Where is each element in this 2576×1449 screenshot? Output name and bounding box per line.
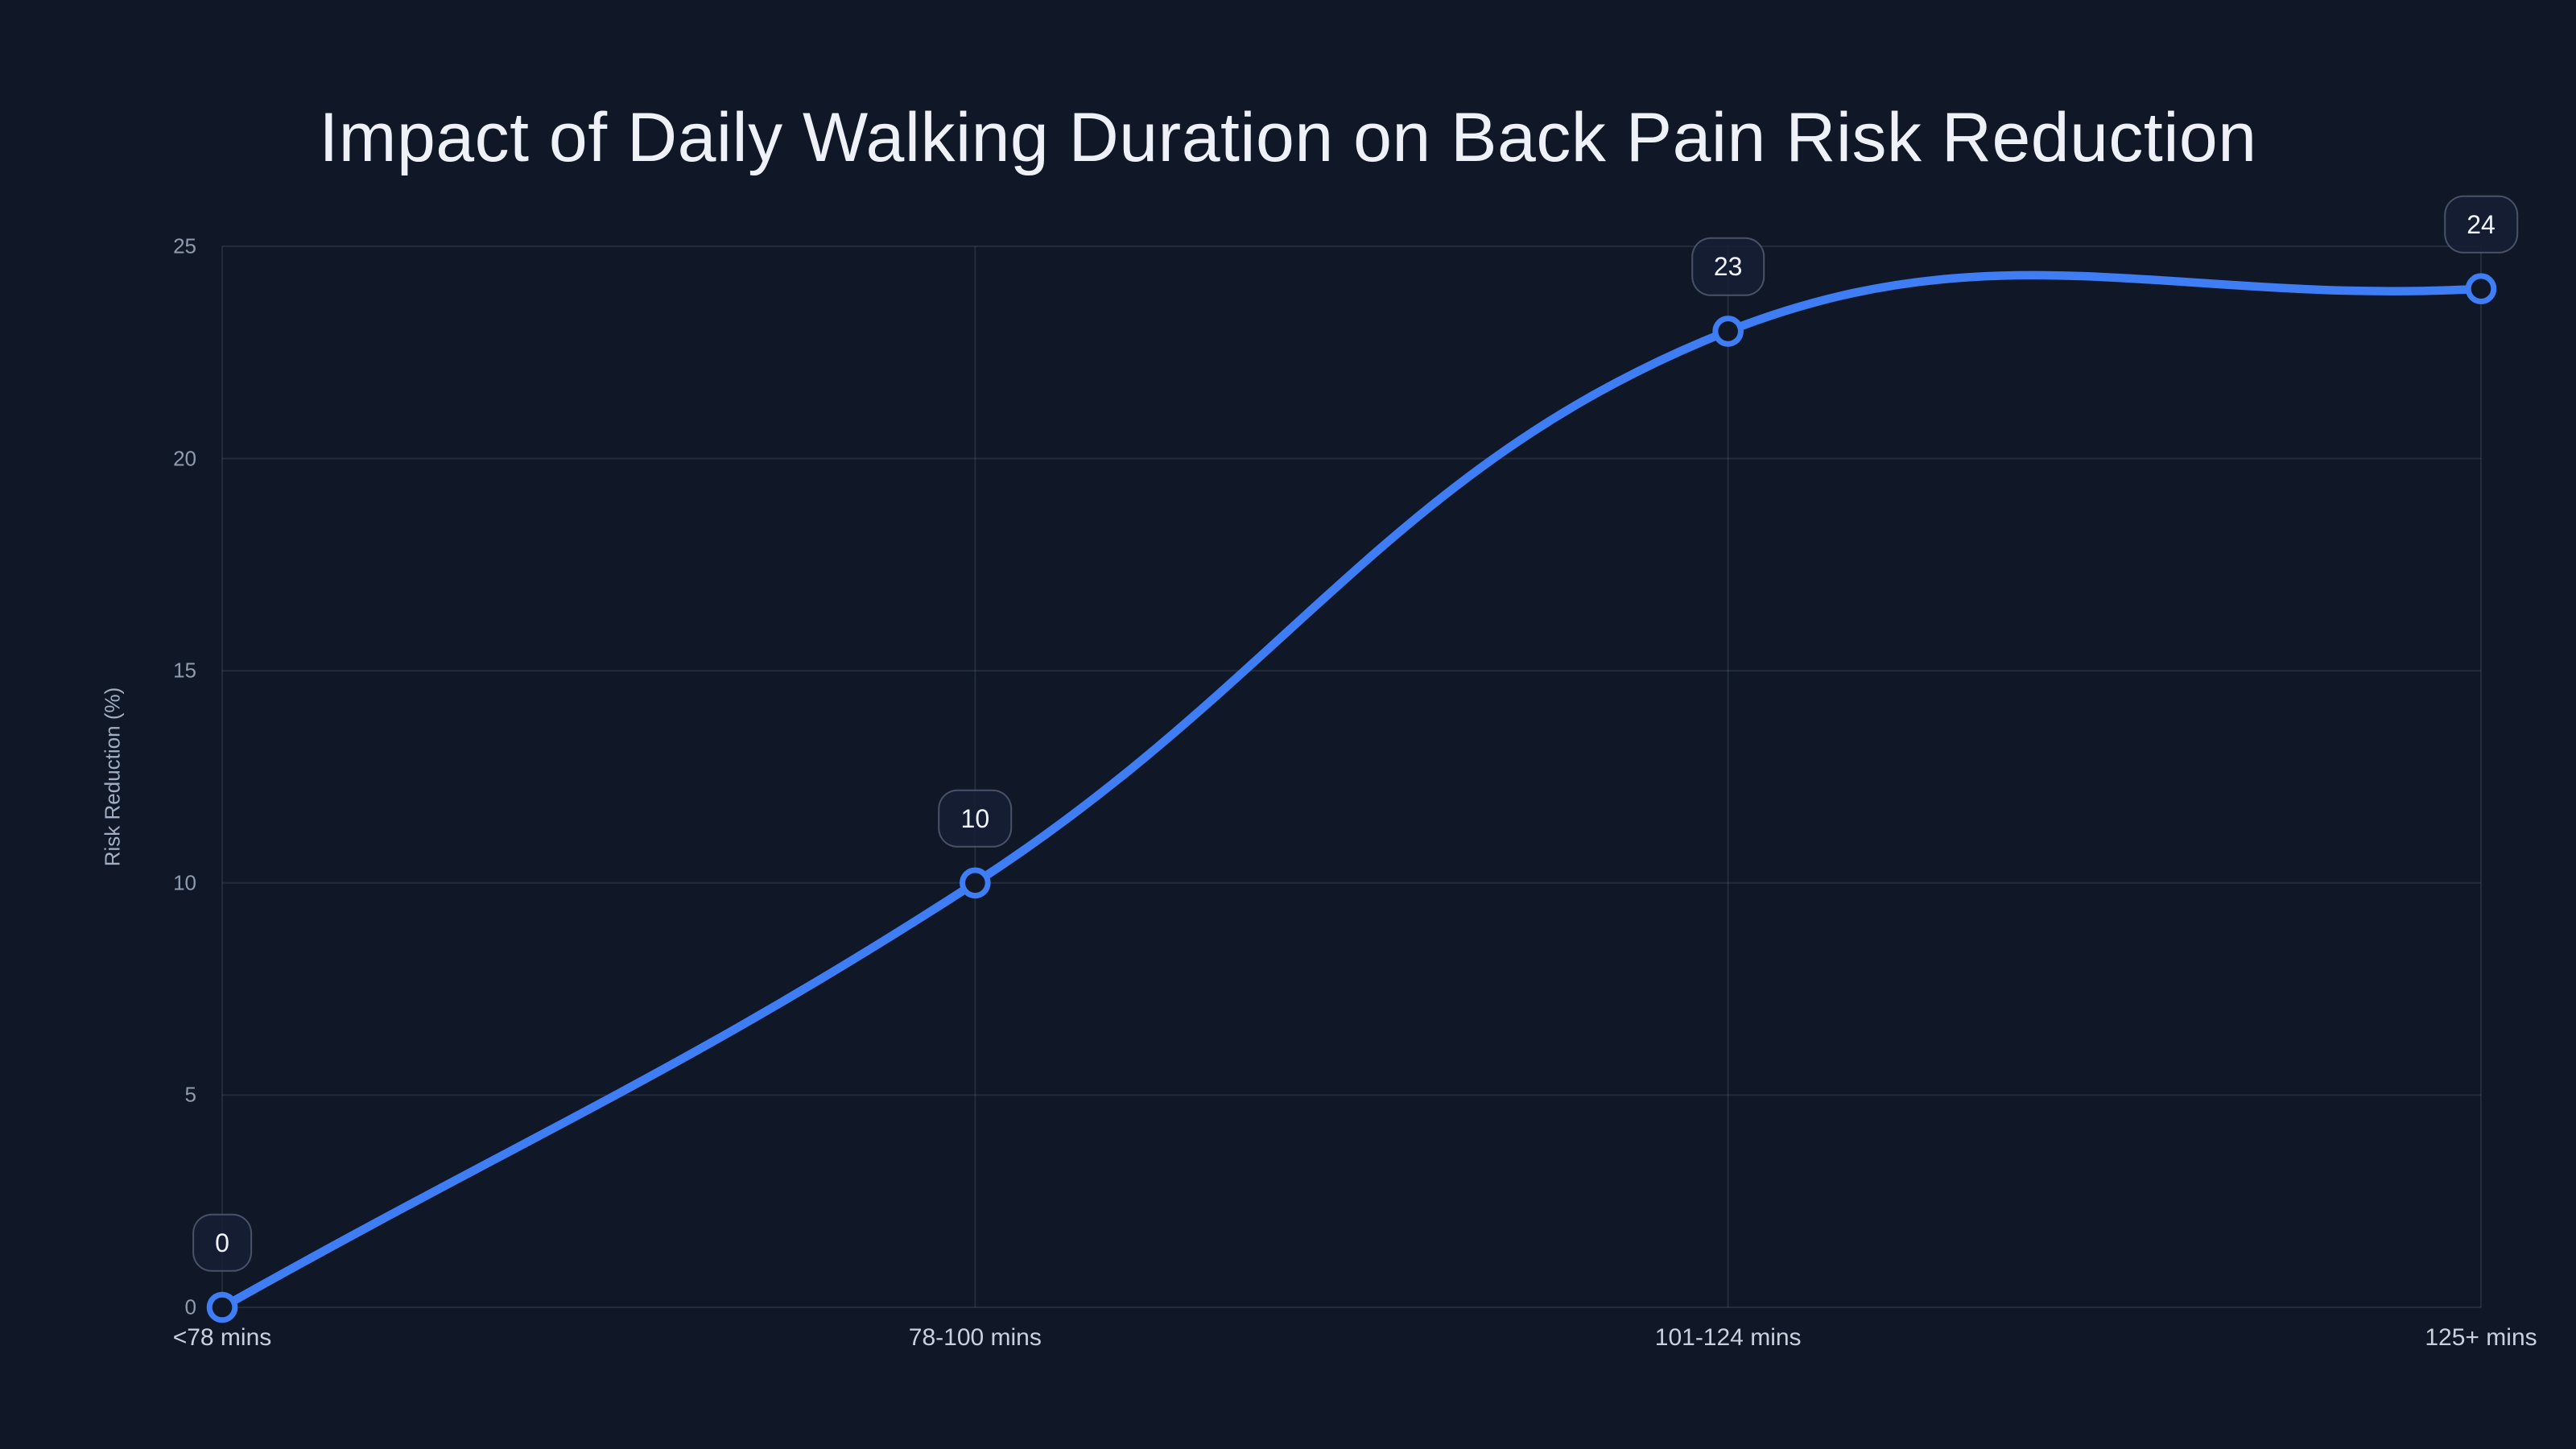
point-label-badge: 24 [2444,195,2518,254]
x-axis-category-label: 101-124 mins [1654,1324,1802,1351]
vertical-gridlines [221,246,2482,1307]
line-series [217,270,2486,1312]
point-label-badge: 0 [192,1213,252,1273]
y-tick-label: 10 [173,870,196,895]
data-point-marker[interactable] [1712,316,1744,347]
y-tick-label: 15 [173,658,196,683]
data-point-marker[interactable] [960,867,991,899]
y-tick-label: 5 [184,1082,196,1107]
y-tick-label: 0 [184,1294,196,1319]
x-axis-category-label: <78 mins [172,1324,272,1351]
y-tick-label: 20 [173,446,196,471]
point-label-badge: 10 [938,789,1013,848]
point-label-badge: 23 [1690,237,1765,296]
chart-title: Impact of Daily Walking Duration on Back… [319,99,2257,176]
data-point-marker[interactable] [2465,273,2497,305]
x-axis-category-label: 78-100 mins [908,1324,1042,1351]
y-tick-label: 25 [173,233,196,258]
x-axis-category-label: 125+ mins [2425,1324,2537,1351]
data-point-marker[interactable] [206,1291,238,1323]
data-point-markers [206,273,2497,1323]
horizontal-gridlines [222,246,2481,1308]
